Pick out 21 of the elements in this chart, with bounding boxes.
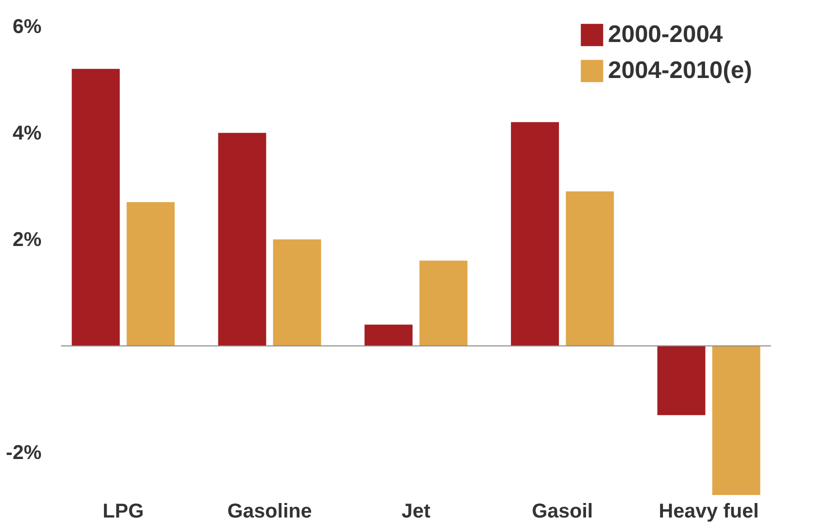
x-tick-label: Gasoil xyxy=(532,500,593,522)
x-tick-label: Heavy fuel xyxy=(658,500,759,522)
bar xyxy=(657,346,706,416)
bar xyxy=(364,324,413,346)
y-tick-label: 2% xyxy=(12,228,42,251)
y-tick-label: -2% xyxy=(6,442,42,464)
bar xyxy=(419,260,468,346)
bar xyxy=(510,122,559,346)
legend-label: 2004-2010(e) xyxy=(608,57,752,84)
x-tick-label: Gasoline xyxy=(227,500,312,522)
x-tick-label: LPG xyxy=(102,500,144,522)
bar xyxy=(218,132,266,346)
bar xyxy=(126,202,175,346)
legend-label: 2000-2004 xyxy=(608,21,724,48)
bar xyxy=(712,346,760,495)
bar xyxy=(273,239,322,346)
y-tick-label: 6% xyxy=(12,16,42,38)
bar xyxy=(72,68,120,346)
y-tick-label: 4% xyxy=(12,122,42,144)
bar xyxy=(566,191,614,346)
x-tick-label: Jet xyxy=(402,500,431,522)
